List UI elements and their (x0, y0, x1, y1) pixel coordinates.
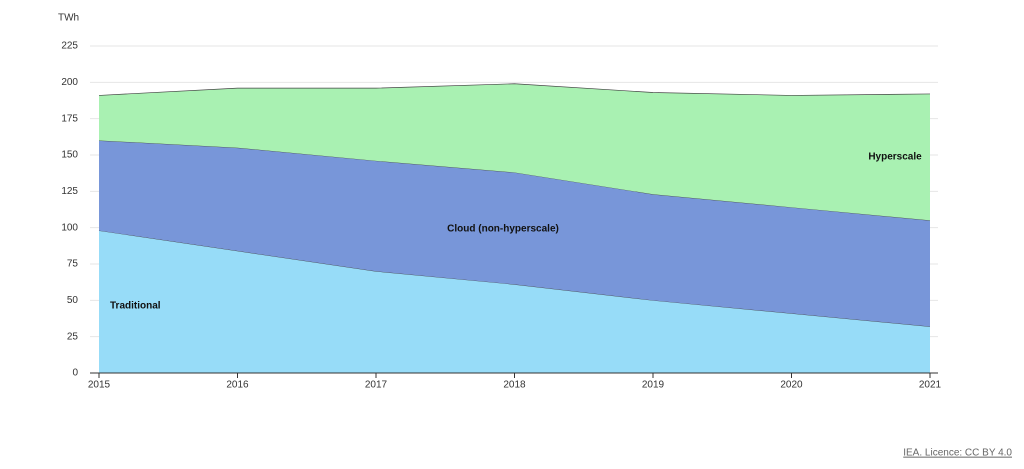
x-tick-label: 2021 (919, 380, 942, 391)
y-tick-label: 25 (67, 331, 79, 342)
x-tick-label: 2015 (88, 380, 111, 391)
area (99, 140, 930, 327)
y-tick-label: 0 (72, 368, 78, 379)
x-tick-label: 2016 (226, 380, 249, 391)
x-tick-label: 2017 (365, 380, 388, 391)
area (99, 83, 930, 221)
series-label: Cloud (non-hyperscale) (447, 224, 559, 235)
y-tick-label: 75 (67, 259, 79, 270)
y-tick-label: 200 (61, 77, 78, 88)
x-tick-label: 2018 (503, 380, 526, 391)
y-tick-label: 150 (61, 150, 78, 161)
series-label: Traditional (110, 301, 161, 312)
y-tick-label: 125 (61, 186, 78, 197)
x-tick-label: 2019 (642, 380, 665, 391)
y-axis-label: TWh (58, 13, 79, 24)
y-tick-label: 50 (67, 295, 79, 306)
y-tick-label: 100 (61, 222, 78, 233)
area (99, 230, 930, 373)
x-tick-label: 2020 (780, 380, 803, 391)
series-label: Hyperscale (868, 152, 922, 163)
y-tick-label: 225 (61, 41, 78, 52)
area-edge (98, 83, 931, 96)
source-link[interactable]: IEA. Licence: CC BY 4.0 (903, 448, 1012, 459)
y-tick-label: 175 (61, 113, 78, 124)
